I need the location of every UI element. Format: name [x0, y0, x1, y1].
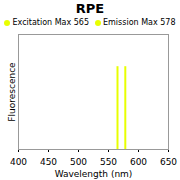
svg-text:Fluorescence: Fluorescence [7, 62, 17, 122]
html-text:Excitation Max 565: Excitation Max 565 [12, 18, 89, 27]
svg-text:550: 550 [100, 157, 117, 167]
svg-text:650: 650 [160, 157, 177, 167]
svg-text:500: 500 [70, 157, 87, 167]
svg-text:Wavelength (nm): Wavelength (nm) [55, 169, 133, 179]
html-text:Emission Max 578: Emission Max 578 [103, 18, 176, 27]
html-text:RPE: RPE [75, 1, 105, 16]
svg-text:450: 450 [40, 157, 57, 167]
svg-text:600: 600 [130, 157, 147, 167]
svg-text:400: 400 [10, 157, 27, 167]
